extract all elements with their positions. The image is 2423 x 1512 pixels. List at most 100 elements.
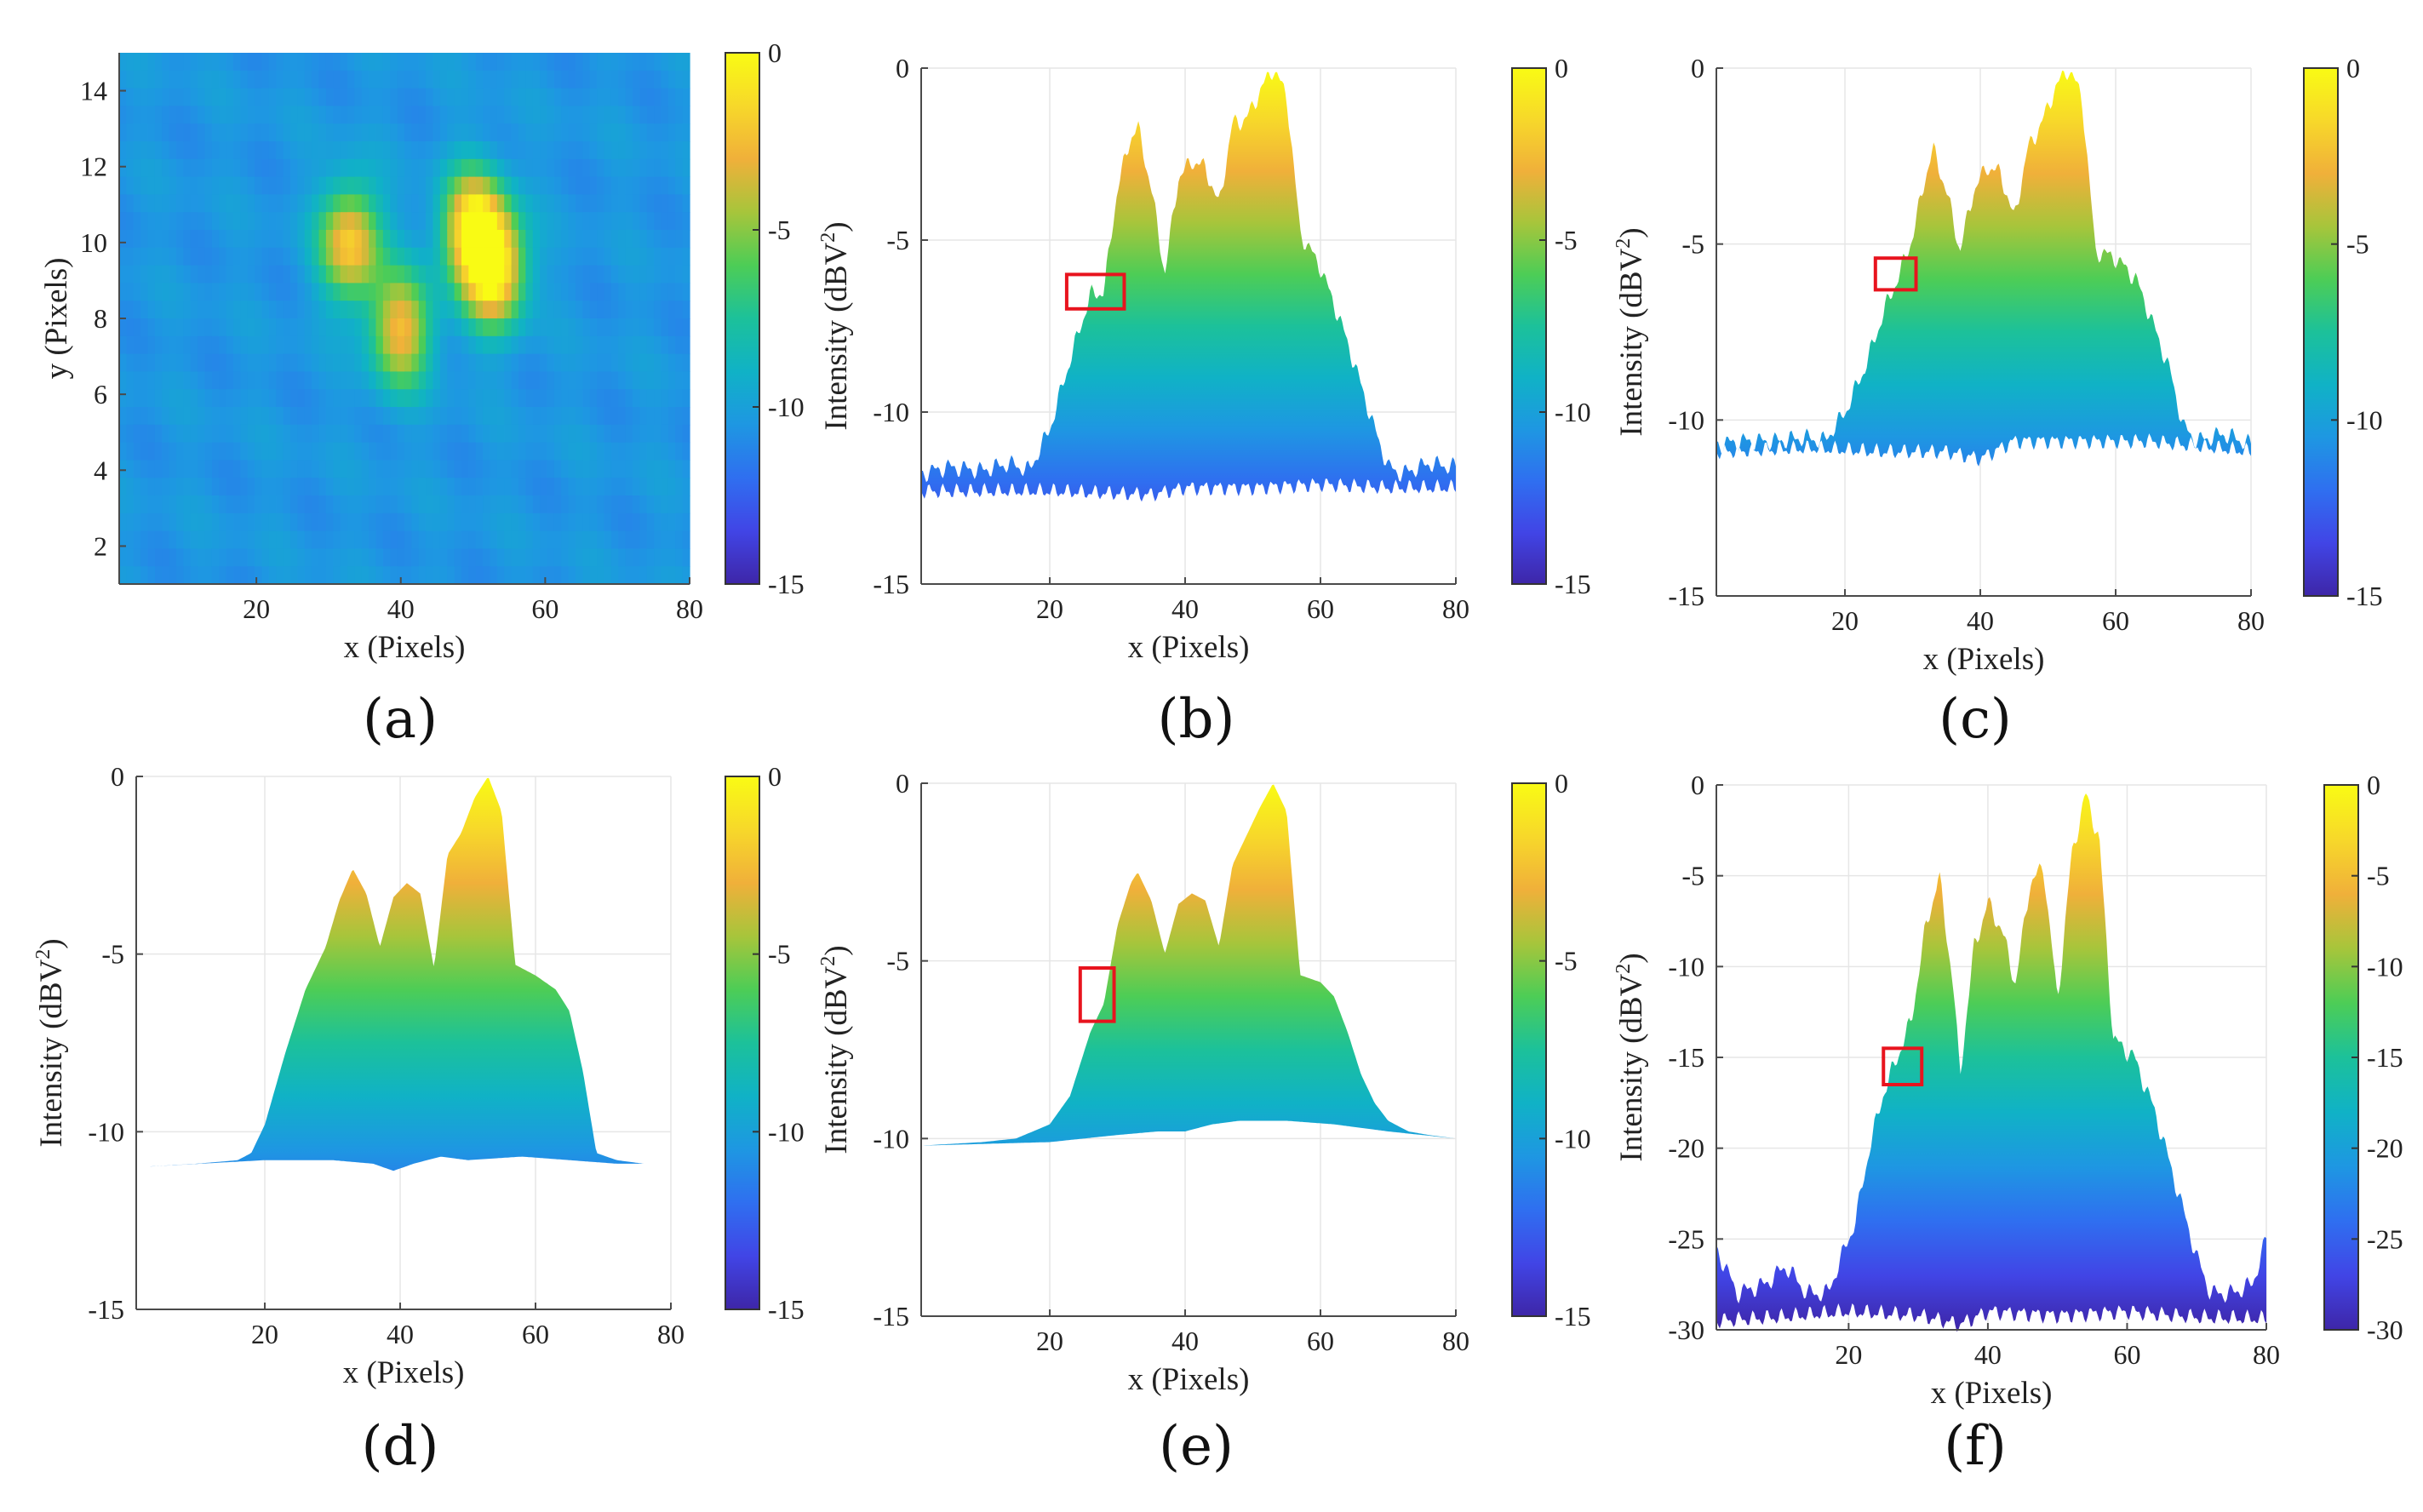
heatmap-cell: [204, 495, 213, 514]
heatmap-cell: [133, 478, 141, 496]
heatmap-cell: [354, 442, 363, 461]
heatmap-cell: [133, 513, 141, 532]
heatmap-cell: [553, 88, 562, 106]
heatmap-cell: [226, 371, 234, 390]
heatmap-cell: [176, 230, 184, 249]
heatmap-cell: [354, 548, 363, 567]
heatmap-cell: [532, 53, 541, 72]
heatmap-cell: [354, 478, 363, 496]
heatmap-cell: [633, 335, 640, 355]
heatmap-cell: [597, 265, 605, 284]
heatmap-cell: [318, 176, 327, 195]
heatmap-cell: [475, 353, 484, 372]
heatmap-cell: [369, 530, 377, 549]
heatmap-cell: [646, 407, 655, 426]
heatmap-cell: [675, 318, 684, 337]
heatmap-cell: [133, 495, 141, 514]
heatmap-cell: [511, 566, 519, 585]
heatmap-cell: [483, 460, 491, 478]
heatmap-cell: [589, 513, 598, 532]
heatmap-cell: [618, 424, 627, 444]
heatmap-cell: [290, 265, 298, 284]
heatmap-cell: [661, 548, 669, 567]
heatmap-cell: [261, 247, 270, 266]
heatmap-cell: [610, 548, 619, 567]
heatmap-cell: [618, 335, 627, 355]
heatmap-cell: [682, 389, 690, 408]
heatmap-cell: [633, 230, 640, 249]
heatmap-cell: [390, 176, 398, 195]
heatmap-cell: [618, 301, 627, 319]
heatmap-cell: [318, 265, 327, 284]
heatmap-cell: [312, 70, 320, 89]
heatmap-cell: [176, 106, 184, 124]
heatmap-cell: [418, 424, 427, 444]
heatmap-cell: [597, 88, 605, 106]
heatmap-cell: [553, 407, 562, 426]
colorbar-tick-label: -15: [1555, 1301, 1591, 1332]
heatmap-cell: [154, 53, 163, 72]
heatmap-cell: [361, 123, 369, 142]
heatmap-cell: [561, 407, 570, 426]
heatmap-cell: [597, 371, 605, 390]
heatmap-cell: [525, 495, 534, 514]
heatmap-cell: [504, 335, 513, 355]
heatmap-cell: [525, 247, 534, 266]
heatmap-cell: [375, 88, 384, 106]
y-axis-label-close: ): [819, 221, 854, 232]
heatmap-cell: [411, 230, 420, 249]
heatmap-cell: [162, 442, 170, 461]
heatmap-cell: [432, 123, 441, 142]
heatmap-cell: [618, 566, 627, 585]
heatmap-cell: [297, 442, 306, 461]
heatmap-cell: [589, 424, 598, 444]
heatmap-cell: [561, 513, 570, 532]
heatmap-cell: [540, 123, 548, 142]
heatmap-cell: [154, 530, 163, 549]
heatmap-cell: [312, 283, 320, 301]
heatmap-cell: [154, 548, 163, 567]
heatmap-cell: [525, 88, 534, 106]
heatmap-cell: [576, 247, 583, 266]
heatmap-cell: [261, 194, 270, 213]
heatmap-cell: [183, 371, 192, 390]
heatmap-cell: [261, 53, 270, 72]
heatmap-cell: [361, 106, 369, 124]
heatmap-cell: [418, 194, 427, 213]
heatmap-cell: [475, 407, 484, 426]
heatmap-cell: [204, 53, 213, 72]
colorbar-tick-label: -10: [768, 1116, 805, 1147]
heatmap-cell: [582, 158, 591, 178]
heatmap-cell: [610, 407, 619, 426]
heatmap-cell: [682, 158, 690, 178]
heatmap-cell: [625, 318, 633, 337]
heatmap-cell: [226, 424, 234, 444]
heatmap-cell: [675, 194, 684, 213]
heatmap-cell: [140, 158, 149, 178]
heatmap-cell: [639, 230, 648, 249]
heatmap-cell: [198, 230, 206, 249]
heatmap-cell: [290, 424, 298, 444]
heatmap-cell: [133, 70, 141, 89]
heatmap-cell: [119, 53, 127, 72]
heatmap-cell: [119, 265, 127, 284]
heatmap-cell: [589, 265, 598, 284]
heatmap-cell: [318, 247, 327, 266]
heatmap-cell: [461, 548, 469, 567]
heatmap-cell: [304, 176, 312, 195]
heatmap-cell: [297, 389, 306, 408]
heatmap-cell: [426, 141, 434, 160]
heatmap-cell: [176, 158, 184, 178]
heatmap-cell: [525, 123, 534, 142]
heatmap-cell: [525, 106, 534, 124]
heatmap-cell: [240, 123, 249, 142]
heatmap-cell: [255, 230, 263, 249]
heatmap-cell: [283, 194, 291, 213]
x-axis-label: x (Pixels): [1128, 630, 1250, 665]
heatmap-cell: [411, 318, 420, 337]
heatmap-cell: [140, 548, 149, 567]
heatmap-cell: [490, 318, 498, 337]
heatmap-cell: [625, 106, 633, 124]
heatmap-cell: [682, 106, 690, 124]
heatmap-cell: [297, 247, 306, 266]
